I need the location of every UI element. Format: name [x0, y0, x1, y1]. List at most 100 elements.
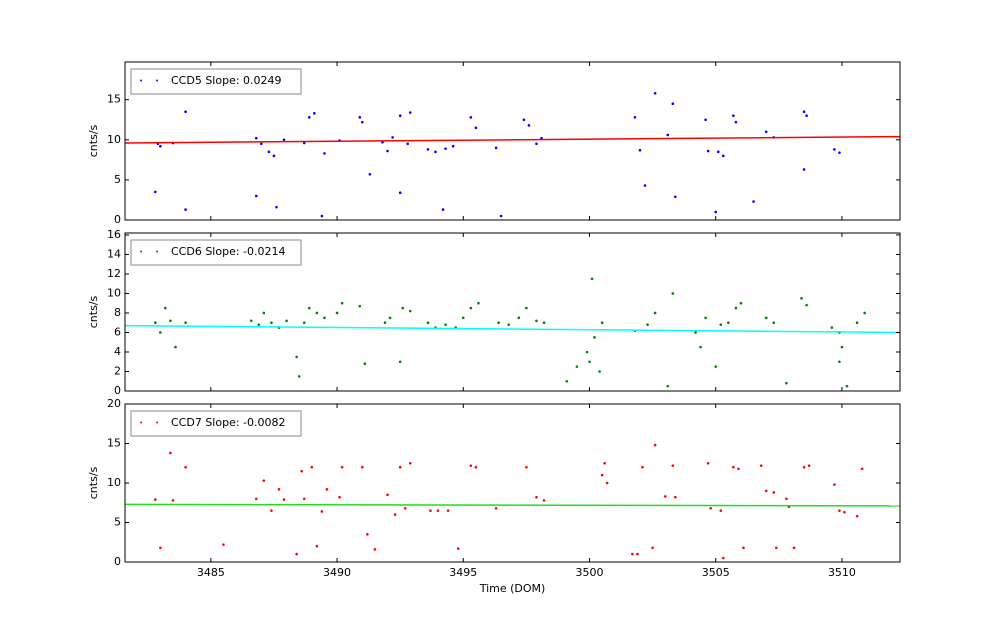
point	[716, 150, 720, 154]
point	[603, 461, 606, 465]
point	[734, 120, 738, 124]
point	[838, 360, 841, 364]
point	[752, 200, 755, 203]
point	[671, 292, 675, 295]
point	[307, 116, 311, 119]
point	[335, 311, 339, 315]
point	[270, 321, 273, 325]
point	[732, 114, 735, 118]
point	[721, 556, 725, 560]
legend-label: CCD6 Slope: -0.0214	[171, 245, 286, 258]
y-tick-label: 6	[114, 325, 121, 338]
point	[674, 195, 677, 199]
y-axis-label: cnts/s	[87, 295, 100, 328]
point	[272, 154, 276, 158]
point	[461, 316, 465, 320]
point	[474, 126, 478, 130]
point	[477, 301, 480, 305]
point	[714, 210, 718, 214]
point	[840, 345, 844, 349]
legend-marker	[156, 79, 158, 82]
y-tick-label: 2	[114, 364, 121, 377]
point	[444, 323, 447, 326]
point	[845, 384, 849, 388]
point	[785, 381, 788, 385]
point	[802, 465, 806, 469]
point	[275, 205, 278, 209]
point	[171, 499, 175, 502]
point	[863, 311, 866, 315]
x-tick-label: 3490	[323, 566, 351, 579]
point	[323, 152, 326, 155]
point	[358, 304, 362, 308]
point	[153, 190, 157, 194]
point	[527, 124, 531, 127]
point	[709, 506, 712, 510]
point	[391, 136, 394, 139]
point	[270, 509, 273, 512]
point	[249, 319, 253, 323]
point	[153, 321, 157, 325]
point	[704, 118, 707, 122]
y-tick-label: 4	[114, 345, 121, 358]
point	[575, 365, 579, 368]
point	[600, 321, 604, 325]
y-tick-label: 10	[107, 476, 121, 489]
point	[360, 120, 364, 124]
point	[315, 311, 319, 315]
point	[368, 172, 372, 176]
point	[260, 142, 263, 146]
point	[535, 495, 538, 499]
point	[159, 546, 162, 550]
point	[426, 148, 430, 151]
point	[398, 360, 402, 364]
point	[494, 506, 498, 510]
point	[363, 362, 367, 365]
point	[706, 149, 710, 153]
point	[734, 306, 738, 310]
point	[398, 465, 402, 469]
legend-marker	[156, 250, 158, 253]
point	[525, 465, 528, 469]
point	[300, 469, 304, 473]
point	[633, 116, 637, 119]
point	[184, 110, 187, 114]
y-tick-label: 12	[107, 267, 121, 280]
point	[323, 316, 326, 320]
x-tick-label: 3485	[197, 566, 225, 579]
point	[441, 208, 445, 211]
point	[499, 214, 503, 218]
point	[535, 142, 538, 146]
legend-marker	[140, 421, 142, 424]
point	[153, 498, 157, 501]
point	[517, 316, 521, 320]
legend-box	[130, 239, 302, 266]
point	[169, 451, 172, 455]
point	[764, 489, 768, 493]
point	[807, 464, 811, 467]
point	[805, 114, 808, 118]
x-tick-label: 3505	[702, 566, 730, 579]
point	[302, 497, 306, 501]
fit-line	[124, 135, 901, 144]
point	[772, 321, 776, 325]
point	[320, 214, 324, 218]
point	[338, 495, 341, 499]
point	[792, 546, 796, 550]
point	[742, 546, 745, 550]
point	[764, 316, 768, 320]
point	[759, 464, 763, 467]
point	[588, 360, 591, 364]
point	[671, 464, 675, 467]
point	[704, 316, 707, 320]
point	[159, 331, 162, 334]
point	[860, 467, 864, 471]
point	[360, 465, 364, 469]
point	[398, 114, 402, 118]
point	[184, 321, 187, 325]
point	[254, 194, 258, 198]
y-tick-label: 14	[107, 247, 121, 260]
point	[643, 184, 647, 187]
point	[805, 303, 808, 307]
